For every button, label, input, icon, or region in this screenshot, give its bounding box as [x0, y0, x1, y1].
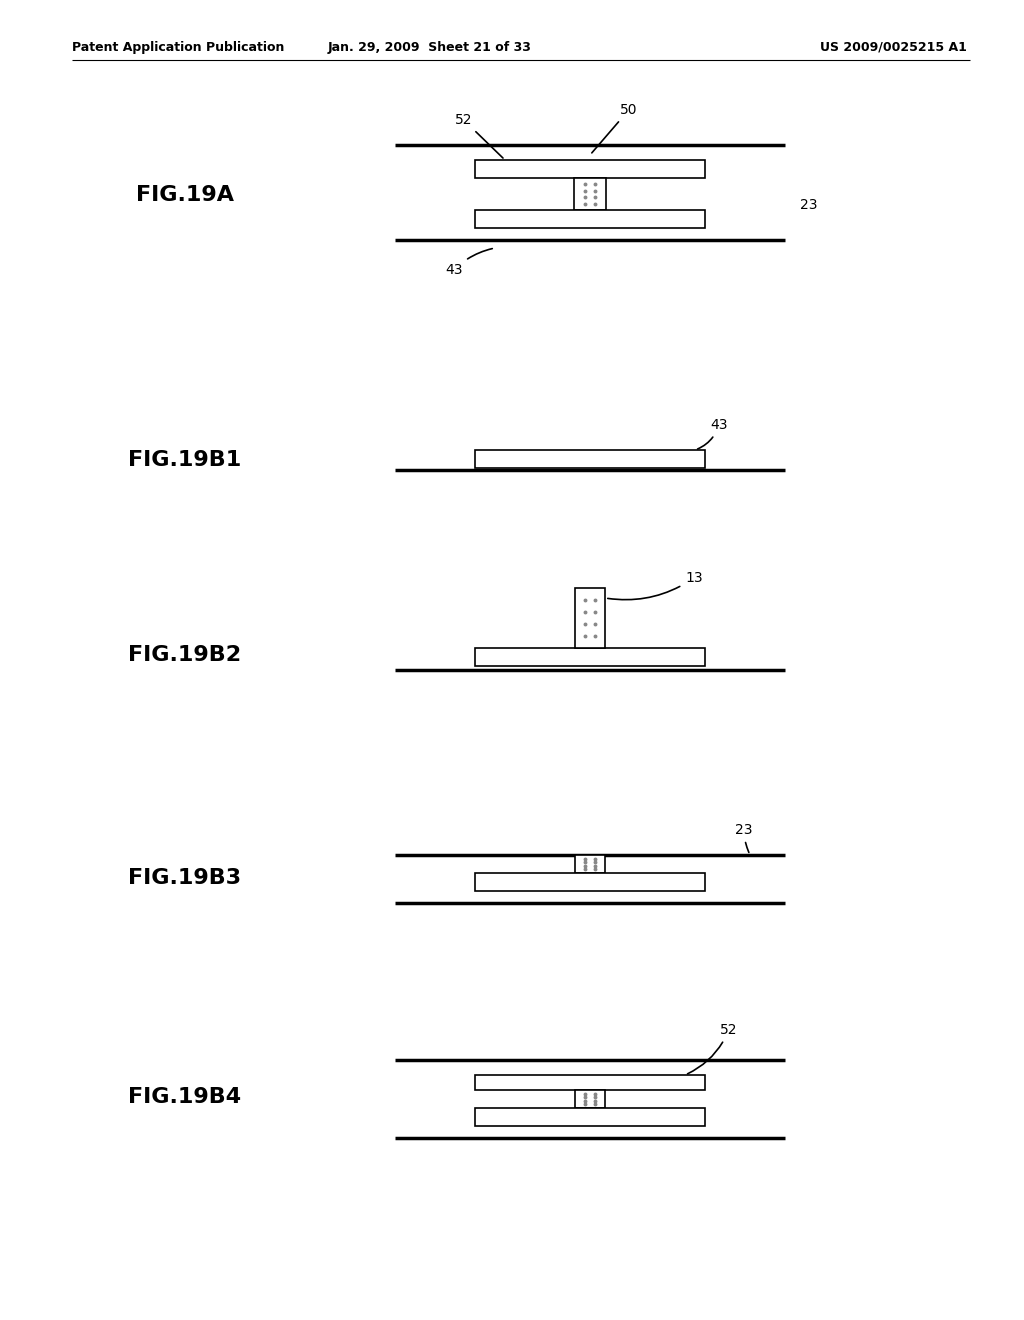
Text: US 2009/0025215 A1: US 2009/0025215 A1 — [820, 41, 967, 54]
Bar — [575, 1090, 605, 1107]
Bar — [475, 210, 705, 228]
Text: 43: 43 — [697, 418, 727, 449]
Bar — [475, 1107, 705, 1126]
Bar — [475, 873, 705, 891]
Bar — [575, 587, 605, 648]
Text: 50: 50 — [592, 103, 638, 153]
Text: 13: 13 — [607, 572, 702, 599]
Text: 52: 52 — [455, 114, 503, 158]
Bar — [475, 648, 705, 667]
Text: 52: 52 — [687, 1023, 737, 1074]
Bar — [475, 1074, 705, 1090]
Text: 23: 23 — [735, 822, 753, 853]
Bar — [575, 855, 605, 873]
Text: FIG.19B3: FIG.19B3 — [128, 869, 242, 888]
Text: FIG.19B2: FIG.19B2 — [128, 645, 242, 665]
Text: Jan. 29, 2009  Sheet 21 of 33: Jan. 29, 2009 Sheet 21 of 33 — [328, 41, 531, 54]
Text: FIG.19B1: FIG.19B1 — [128, 450, 242, 470]
Bar — [475, 450, 705, 469]
Text: 23: 23 — [800, 198, 817, 213]
Bar — [475, 160, 705, 178]
Bar — [574, 178, 606, 210]
Text: 43: 43 — [445, 248, 493, 277]
Text: FIG.19B4: FIG.19B4 — [128, 1086, 242, 1107]
Text: FIG.19A: FIG.19A — [136, 185, 234, 205]
Text: Patent Application Publication: Patent Application Publication — [72, 41, 285, 54]
